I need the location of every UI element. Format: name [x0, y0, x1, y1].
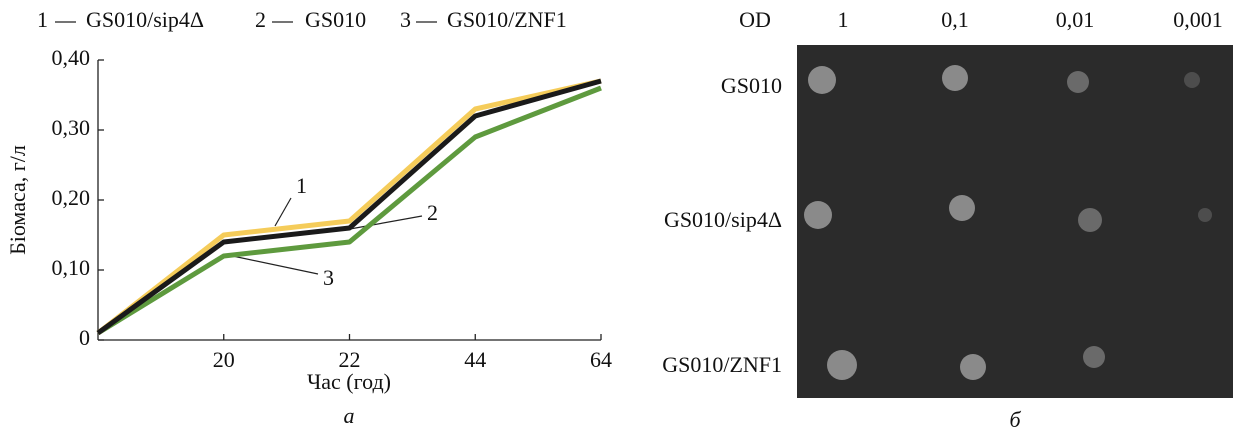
legend-entry: GS010	[305, 7, 366, 32]
y-tick-label: 0,20	[52, 185, 91, 210]
x-tick-label: 64	[590, 347, 612, 372]
x-axis-label: Час (год)	[307, 369, 391, 394]
row-label: GS010/sip4Δ	[664, 207, 782, 232]
figure: 1 GS010/sip4Δ 2 GS010 3 GS010/ZNF1 Біома…	[0, 0, 1239, 433]
column-label: 0,001	[1173, 7, 1223, 32]
x-tick-label: 22	[339, 347, 361, 372]
legend-number: 2	[255, 7, 266, 32]
spot	[1198, 208, 1212, 222]
y-tick-label: 0,30	[52, 115, 91, 140]
spot	[804, 201, 832, 229]
spot	[942, 65, 968, 91]
row-label: GS010/ZNF1	[662, 352, 782, 377]
legend-entry: GS010/sip4Δ	[86, 7, 204, 32]
x-tick-label: 20	[213, 347, 235, 372]
line-label: 2	[427, 200, 438, 225]
y-tick-label: 0,10	[52, 255, 91, 280]
column-label: 0,01	[1056, 7, 1095, 32]
spot	[1083, 346, 1105, 368]
data-line	[98, 88, 601, 333]
line-label: 1	[296, 173, 307, 198]
legend-number: 3	[400, 7, 411, 32]
row-label: GS010	[721, 73, 782, 98]
spot	[960, 354, 986, 380]
spot	[1184, 72, 1200, 88]
spot	[808, 66, 836, 94]
legend-number: 1	[37, 7, 48, 32]
spot	[1067, 71, 1089, 93]
page: {"chart_data": {"type": "line", "panel_l…	[0, 0, 1239, 433]
panel-label: а	[344, 403, 355, 428]
spot	[827, 350, 857, 380]
leader-line	[228, 255, 318, 274]
legend-entry: GS010/ZNF1	[447, 7, 567, 32]
od-label: OD	[739, 7, 771, 32]
spot	[1078, 208, 1102, 232]
column-label: 1	[838, 7, 849, 32]
y-tick-label: 0,40	[52, 45, 91, 70]
line-label: 3	[323, 265, 334, 290]
panel-label: б	[1009, 407, 1021, 432]
column-label: 0,1	[941, 7, 969, 32]
plate-image	[797, 45, 1233, 398]
x-tick-label: 44	[464, 347, 486, 372]
y-axis-label: Біомаса, г/л	[5, 145, 30, 255]
leader-line	[275, 198, 291, 226]
spot	[949, 195, 975, 221]
y-tick-label: 0	[79, 325, 90, 350]
